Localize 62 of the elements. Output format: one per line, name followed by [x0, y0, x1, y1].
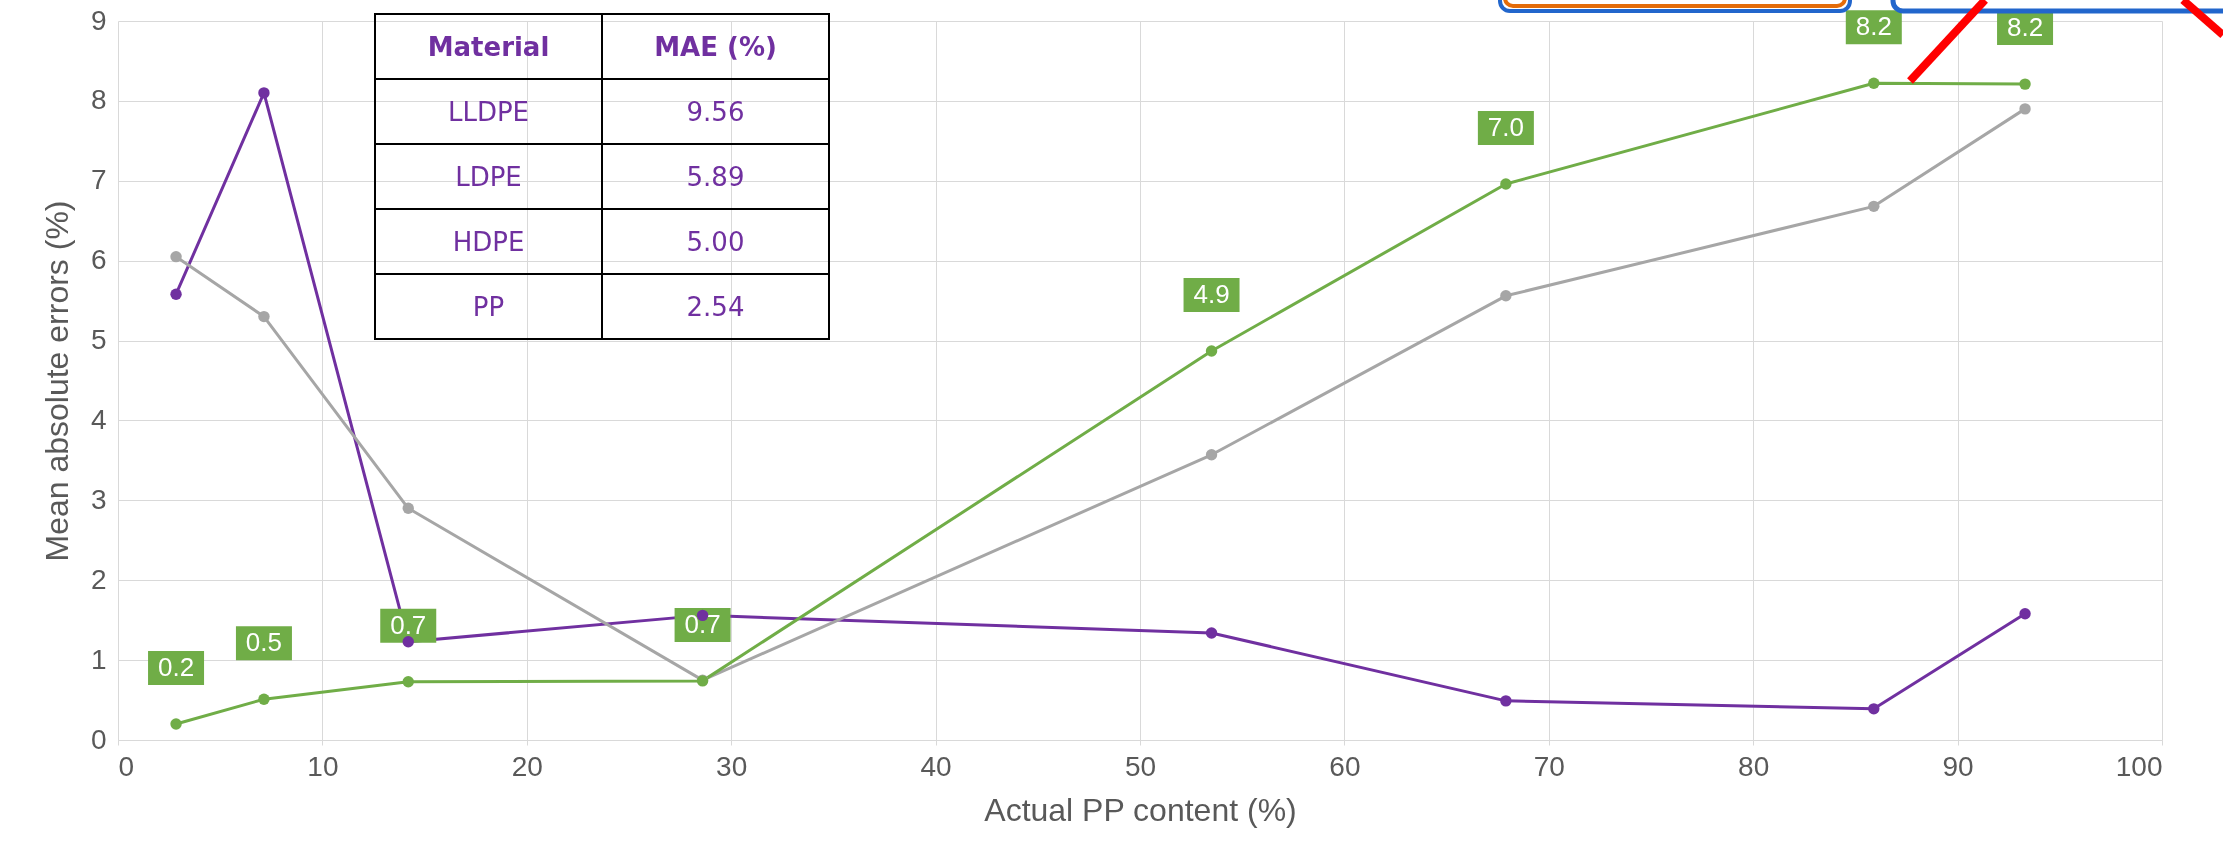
point	[402, 636, 414, 648]
point	[170, 718, 182, 730]
point	[2019, 103, 2031, 115]
y-tick-label: 2	[90, 563, 107, 595]
data-label: 0.7	[684, 608, 721, 639]
annotation: HDPE	[375, 209, 602, 274]
point	[2019, 78, 2031, 90]
point	[1205, 345, 1218, 357]
x-tick-label: 20	[511, 750, 543, 782]
point	[402, 675, 414, 688]
y-tick-label: 9	[90, 4, 107, 36]
data-label: 8.2	[1855, 11, 1892, 42]
data-label: 8.2	[2006, 12, 2044, 43]
annotation: 9.56	[602, 79, 829, 144]
point	[258, 693, 270, 705]
x-tick-label: 90	[1942, 750, 1974, 782]
point	[1500, 695, 1512, 707]
annotation: MAE (%)	[602, 14, 829, 79]
point	[1868, 200, 1880, 213]
annotation: PP	[375, 274, 602, 339]
annotation: LLDPE	[375, 79, 602, 144]
point	[170, 250, 182, 263]
annotation: 2.54	[602, 274, 829, 339]
x-tick-label: 60	[1329, 750, 1361, 782]
point	[1868, 77, 1880, 89]
x-tick-label: 100	[2115, 750, 2163, 782]
annotation: 5.00	[602, 209, 829, 274]
data-label: 0.5	[245, 627, 283, 658]
y-tick-label: 6	[90, 244, 107, 276]
x-tick-label: 50	[1124, 750, 1157, 782]
point	[1868, 703, 1880, 715]
x-axis-title: Actual PP content (%)	[984, 791, 1297, 828]
x-tick-label: 80	[1738, 750, 1770, 782]
x-tick-label: 40	[920, 750, 952, 782]
point	[2019, 608, 2031, 620]
point	[1205, 449, 1218, 461]
y-tick-label: 1	[90, 643, 107, 675]
point	[258, 87, 270, 99]
x-tick-label: 0	[118, 750, 135, 782]
annotation: LDPE	[375, 144, 602, 209]
annotation: 5.89	[602, 144, 829, 209]
annotation: Material	[375, 14, 602, 79]
y-tick-label: 7	[90, 164, 107, 196]
y-tick-label: 0	[90, 723, 107, 755]
y-tick-label: 3	[90, 483, 107, 515]
point	[1500, 290, 1512, 302]
point	[1500, 178, 1512, 190]
x-tick-label: 30	[716, 750, 748, 782]
data-label: 0.7	[390, 609, 427, 640]
y-tick-label: 5	[90, 324, 107, 356]
y-tick-label: 8	[90, 84, 107, 116]
data-label: 7.0	[1487, 111, 1524, 142]
x-tick-label: 10	[307, 750, 339, 782]
data-label: 0.2	[157, 652, 195, 683]
point	[1205, 627, 1218, 639]
data-label: 4.9	[1193, 278, 1230, 309]
y-tick-label: 4	[90, 403, 107, 435]
y-axis-title: Mean absolute errors (%)	[38, 200, 75, 562]
x-tick-label: 70	[1533, 750, 1565, 782]
point	[402, 502, 414, 515]
point	[258, 310, 270, 323]
point	[170, 288, 182, 300]
